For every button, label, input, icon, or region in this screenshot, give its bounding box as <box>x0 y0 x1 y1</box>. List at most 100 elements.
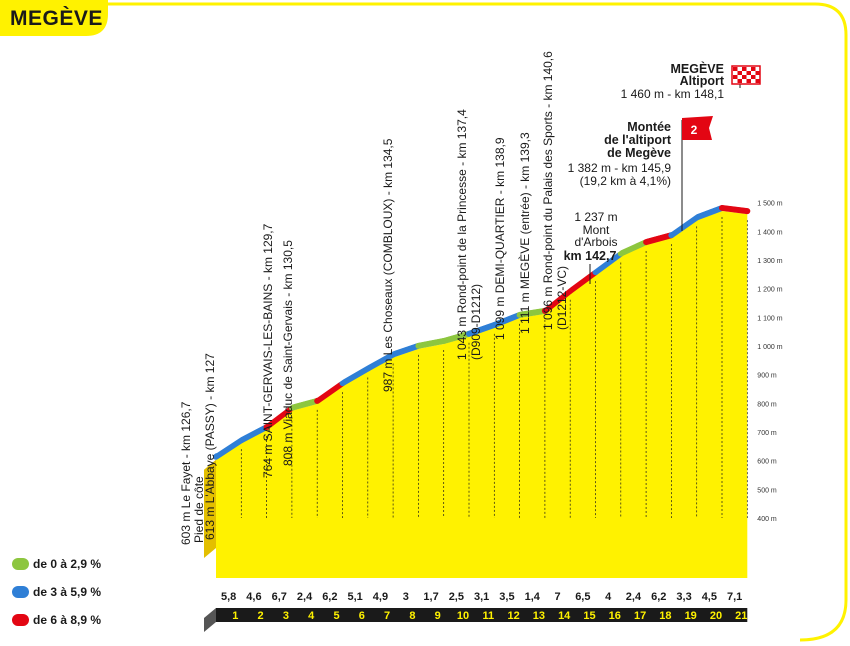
waypoint-label: (D1212-VC) <box>555 266 569 330</box>
km-tick-label: 15 <box>583 610 595 622</box>
flag-check <box>751 67 756 71</box>
km-dash-lines <box>240 216 748 518</box>
km-tick-label: 17 <box>634 610 646 622</box>
road-segment <box>516 307 548 318</box>
flag-check <box>755 79 760 83</box>
altitude-tick: 1 000 m <box>757 344 782 351</box>
finish-altitude: 1 460 m - km 148,1 <box>621 87 725 101</box>
road-segment <box>440 330 472 344</box>
gradient-road-strip <box>213 203 751 460</box>
gradient-label: 6,5 <box>575 591 590 603</box>
page-title: MEGÈVE <box>10 7 103 30</box>
waypoint-label: 764 m SAINT-GERVAIS-LES-BAINS - km 129,7 <box>261 223 275 478</box>
waypoint-label: 1 111 m MEGÈVE (entrée) - km 139,3 <box>517 132 532 334</box>
road-segment <box>288 397 321 411</box>
finish-place: Altiport <box>680 74 725 88</box>
arbois-line-2: Mont <box>583 223 610 237</box>
gradient-label: 3 <box>403 591 409 603</box>
road-segment <box>719 204 751 215</box>
arbois-line-4: km 142,7 <box>564 249 617 263</box>
km-band-side <box>204 608 216 632</box>
km-tick-label: 8 <box>409 610 415 622</box>
road-segment <box>263 404 295 430</box>
km-tick-label: 20 <box>710 610 722 622</box>
km-band <box>216 608 748 622</box>
km-tick-label: 13 <box>533 610 545 622</box>
altitude-axis: 400 m 500 m 600 m 700 m 800 m 900 m 1 000 m 1 1… <box>757 201 782 523</box>
title-tab <box>0 0 108 36</box>
arbois-line-3: d'Arbois <box>575 235 618 249</box>
km-tick-label: 21 <box>735 610 747 622</box>
waypoint-label: 1 099 m DEMI-QUARTIER - km 138,9 <box>493 137 507 340</box>
road-segment <box>390 342 422 358</box>
waypoint-label: Pied de côte <box>192 476 206 543</box>
profile-body <box>216 210 748 518</box>
flag-check <box>742 67 747 71</box>
road-segment <box>491 311 523 328</box>
profile-left-side <box>204 459 216 558</box>
legend-red-swatch <box>12 613 29 626</box>
altitude-tick: 1 500 m <box>757 201 782 208</box>
gradient-label: 2,4 <box>626 591 642 603</box>
road-segment <box>567 269 599 294</box>
summit-annotations: MEGÈVE Altiport 1 460 m - km 148,1 2 Mon… <box>564 61 761 284</box>
km-tick-label: 19 <box>685 610 697 622</box>
flag-check <box>751 75 756 79</box>
altitude-tick: 1 200 m <box>757 287 782 294</box>
climb-line-3: de Megève <box>607 146 671 160</box>
road-segment <box>314 380 346 404</box>
gradient-labels: 5,8 4,6 6,7 2,4 6,2 5,1 4,9 3 1,7 2,5 3,1 3,5 1,4 7 6,… <box>221 591 742 603</box>
flag-check <box>737 79 742 83</box>
road-segment <box>592 250 624 276</box>
road-segment <box>415 337 447 349</box>
waypoint-label: (D909-D1212) <box>469 284 483 360</box>
km-tick-label: 5 <box>333 610 339 622</box>
gradient-label: 2,5 <box>449 591 464 603</box>
altitude-tick: 600 m <box>757 459 777 466</box>
arbois-line-1: 1 237 m <box>574 210 617 224</box>
gradient-label: 6,2 <box>322 591 337 603</box>
gradient-label: 4,9 <box>373 591 388 603</box>
climb-line-1: Montée <box>627 120 671 134</box>
gradient-label: 5,8 <box>221 591 236 603</box>
altitude-tick: 1 300 m <box>757 258 782 265</box>
finish-name: MEGÈVE <box>671 61 725 76</box>
flag-check <box>733 75 738 79</box>
gradient-label: 5,1 <box>348 591 363 603</box>
km-tick-label: 1 <box>232 610 238 622</box>
road-segment <box>693 204 725 221</box>
waypoint-annotations: 603 m Le Fayet - km 126,7 Pied de côte613… <box>179 51 569 545</box>
gradient-label: 2,4 <box>297 591 313 603</box>
gradient-label: 4,5 <box>702 591 717 603</box>
legend-red: de 6 à 8,9 % <box>12 612 101 627</box>
legend-green-swatch <box>12 557 29 570</box>
altitude-tick: 1 400 m <box>757 229 782 236</box>
road-segment <box>541 287 574 314</box>
gradient-label: 6,7 <box>272 591 287 603</box>
category-label: 2 <box>691 123 698 137</box>
road-segment <box>617 239 650 257</box>
gradient-label: 7,1 <box>727 591 742 603</box>
category-2-icon: 2 <box>681 116 713 231</box>
altitude-tick: 400 m <box>757 516 777 523</box>
flag-check <box>746 71 751 75</box>
km-tick-label: 16 <box>609 610 621 622</box>
legend-blue-swatch <box>12 585 29 598</box>
road-edge <box>215 203 748 454</box>
km-tick-labels: 1 2 3 4 5 6 7 8 9 10 11 12 13 14 15 16 17 18 19 20 21 <box>232 610 747 622</box>
altitude-tick: 500 m <box>757 487 777 494</box>
flag-check <box>742 75 747 79</box>
flag-check <box>755 71 760 75</box>
flag-check <box>733 67 738 71</box>
gradient-label: 3,5 <box>499 591 514 603</box>
gradient-label: 1,4 <box>525 591 541 603</box>
climb-line-5: (19,2 km à 4,1%) <box>580 174 671 188</box>
profile-base-band <box>204 518 748 632</box>
gradient-label: 7 <box>554 591 560 603</box>
km-tick-label: 3 <box>283 610 289 622</box>
km-tick-label: 12 <box>507 610 519 622</box>
flag-check <box>746 79 751 83</box>
flag-check <box>737 71 742 75</box>
